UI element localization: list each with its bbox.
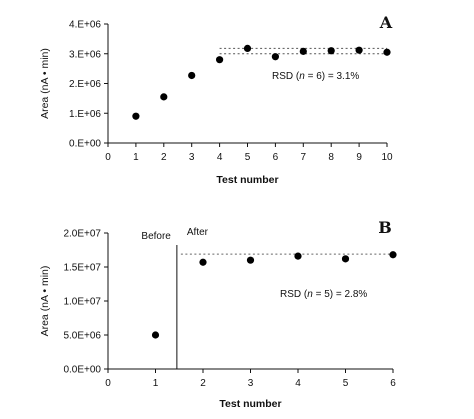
- x-tick-label: 2: [200, 378, 206, 389]
- data-point: [389, 251, 397, 259]
- y-tick-label: 0.E+00: [69, 139, 101, 150]
- y-tick-label: 3.E+06: [69, 49, 101, 60]
- y-tick-label: 0.0E+00: [63, 365, 101, 376]
- data-point: [327, 47, 335, 55]
- y-axis-label: Area (nA • min): [39, 266, 51, 337]
- rsd-annotation: RSD (n = 5) = 2.8%: [280, 289, 367, 300]
- data-point: [341, 255, 350, 263]
- data-point: [383, 48, 391, 56]
- x-tick-label: 5: [343, 378, 349, 389]
- x-tick-label: 7: [301, 152, 307, 163]
- data-point: [243, 44, 252, 52]
- x-tick-label: 3: [248, 378, 254, 389]
- data-point: [160, 93, 168, 101]
- rsd-text: = 6) = 3.1%: [305, 71, 360, 82]
- data-point: [294, 252, 302, 260]
- x-tick-label: 6: [273, 152, 279, 163]
- rsd-text: RSD (: [272, 71, 300, 82]
- y-tick-label: 4.E+06: [69, 20, 101, 31]
- after-label: After: [187, 227, 209, 238]
- rsd-annotation: RSD (n = 6) = 3.1%: [272, 71, 359, 82]
- x-tick-label: 6: [390, 378, 396, 389]
- x-tick-label: 10: [381, 152, 393, 163]
- rsd-n: n: [299, 71, 305, 82]
- rsd-text: = 5) = 2.8%: [313, 289, 368, 300]
- chart-panel-b: 0.0E+00 5.0E+06 1.0E+07 1.5E+07 2.0E+07 0 1 2 3 4…: [39, 218, 397, 410]
- data-point: [132, 112, 140, 120]
- x-tick-label: 5: [245, 152, 251, 163]
- data-point: [199, 258, 207, 266]
- y-tick-label: 1.5E+07: [63, 263, 101, 274]
- y-tick-label: 1.E+06: [69, 109, 101, 120]
- x-tick-label: 4: [295, 378, 301, 389]
- x-tick-label: 9: [356, 152, 362, 163]
- data-point: [271, 53, 279, 61]
- x-tick-label: 1: [133, 152, 139, 163]
- x-tick-label: 2: [161, 152, 167, 163]
- data-point: [299, 47, 307, 55]
- x-axis-label: Test number: [216, 174, 278, 186]
- x-tick-label: 4: [217, 152, 223, 163]
- x-tick-label: 1: [153, 378, 159, 389]
- x-tick-label: 0: [105, 378, 111, 389]
- data-point: [151, 331, 160, 339]
- data-point: [355, 46, 363, 54]
- x-tick-label: 3: [189, 152, 195, 163]
- y-tick-label: 2.0E+07: [63, 229, 101, 240]
- rsd-n: n: [307, 289, 313, 300]
- y-tick-label: 5.0E+06: [63, 331, 101, 342]
- panel-label: A: [379, 13, 393, 32]
- y-tick-label: 2.E+06: [69, 79, 101, 90]
- x-axis-label: Test number: [219, 398, 281, 410]
- before-label: Before: [141, 231, 171, 242]
- x-tick-label: 8: [328, 152, 334, 163]
- data-point: [216, 56, 224, 64]
- x-tick-label: 0: [105, 152, 111, 163]
- data-point: [188, 71, 196, 80]
- y-axis-label: Area (nA • min): [39, 48, 51, 119]
- panel-label: B: [378, 218, 392, 237]
- data-point: [246, 256, 255, 264]
- y-tick-label: 1.0E+07: [63, 297, 101, 308]
- chart-panel-a: 0.E+00 1.E+06 2.E+06 3.E+06 4.E+06 0 1 2 3 4 5 6 7 8 9…: [39, 13, 393, 186]
- rsd-text: RSD (: [280, 289, 308, 300]
